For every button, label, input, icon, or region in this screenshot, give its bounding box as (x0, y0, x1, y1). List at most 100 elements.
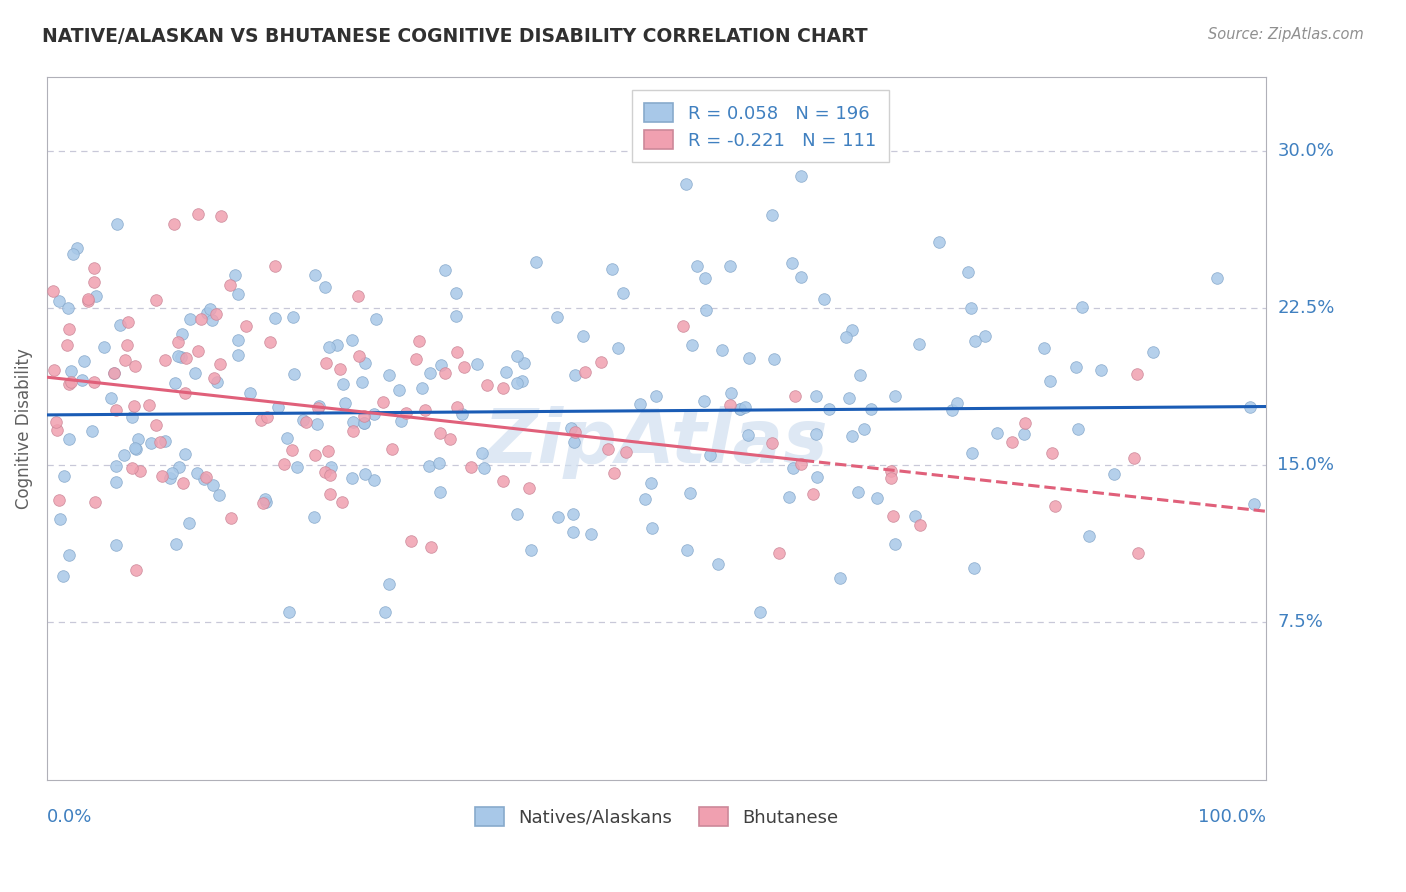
Point (83, 495, 105, 509)
Point (58, 321, 80, 335)
Point (600, 262, 623, 277)
Point (193, 472, 215, 486)
Point (264, 311, 287, 326)
Point (695, 303, 717, 318)
Point (125, 442, 148, 456)
Point (460, 459, 482, 474)
Point (628, 397, 651, 411)
Point (965, 334, 987, 348)
Point (581, 527, 603, 541)
Point (56, 301, 79, 316)
Point (1125, 368, 1147, 382)
Point (453, 360, 475, 375)
Point (641, 521, 664, 535)
Point (433, 366, 456, 380)
Point (883, 537, 905, 551)
Point (1064, 359, 1087, 374)
Point (645, 389, 668, 403)
Point (165, 537, 187, 551)
Point (1090, 363, 1112, 377)
Point (319, 487, 342, 501)
Text: Source: ZipAtlas.com: Source: ZipAtlas.com (1208, 27, 1364, 42)
Point (491, 475, 513, 489)
Point (1033, 341, 1056, 355)
Point (1122, 451, 1144, 466)
Point (363, 473, 385, 487)
Point (388, 383, 411, 397)
Point (302, 510, 325, 524)
Point (273, 458, 295, 472)
Point (153, 434, 176, 449)
Point (408, 334, 430, 348)
Point (333, 396, 356, 410)
Point (1001, 434, 1024, 449)
Point (254, 492, 277, 507)
Point (671, 318, 693, 333)
Point (103, 366, 125, 380)
Point (254, 494, 277, 508)
Point (52, 568, 75, 582)
Point (62, 247, 84, 261)
Point (56, 338, 79, 352)
Point (419, 367, 441, 381)
Point (389, 414, 412, 428)
Point (415, 403, 437, 417)
Point (283, 367, 305, 381)
Point (202, 371, 225, 385)
Point (763, 352, 786, 367)
Point (640, 475, 662, 490)
Point (124, 359, 146, 374)
Point (1077, 529, 1099, 543)
Point (908, 337, 931, 351)
Point (93, 341, 115, 355)
Point (806, 469, 828, 483)
Point (115, 338, 138, 352)
Point (307, 417, 329, 431)
Point (634, 491, 657, 506)
Point (395, 406, 418, 420)
Point (883, 389, 905, 403)
Point (205, 307, 228, 321)
Point (326, 338, 349, 352)
Point (465, 357, 488, 371)
Point (124, 441, 146, 455)
Point (1042, 446, 1064, 460)
Point (52, 468, 75, 483)
Point (451, 407, 474, 421)
Point (266, 401, 288, 415)
Point (329, 361, 352, 376)
Point (846, 484, 869, 499)
Point (598, 442, 620, 457)
Point (58, 548, 80, 562)
Point (342, 424, 364, 438)
Point (145, 418, 167, 433)
Point (304, 448, 326, 462)
Point (318, 340, 340, 354)
Point (686, 259, 709, 273)
Point (591, 354, 613, 368)
Point (880, 464, 903, 478)
Point (381, 442, 404, 456)
Point (187, 344, 209, 359)
Point (138, 398, 160, 412)
Point (73, 354, 96, 368)
Point (928, 235, 950, 250)
Point (1039, 374, 1062, 388)
Point (801, 487, 824, 501)
Point (377, 368, 399, 382)
Point (321, 459, 343, 474)
Point (706, 557, 728, 571)
Point (959, 301, 981, 316)
Point (378, 576, 401, 591)
Point (308, 399, 330, 413)
Point (1012, 426, 1035, 441)
Point (564, 368, 586, 383)
Point (153, 352, 176, 367)
Point (848, 368, 870, 382)
Point (209, 209, 232, 223)
Point (780, 256, 803, 270)
Point (838, 391, 860, 405)
Point (172, 475, 194, 490)
Point (112, 448, 135, 462)
Point (986, 425, 1008, 440)
